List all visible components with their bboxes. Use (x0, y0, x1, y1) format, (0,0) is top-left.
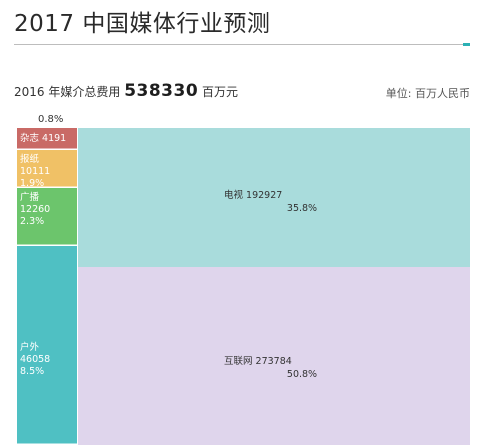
main-label-pct-0: 35.8% (287, 203, 317, 214)
seg-label-2: 广播 12260 2.3% (20, 191, 50, 227)
summary-suffix: 百万元 (202, 85, 239, 99)
segment-广播 (17, 188, 77, 245)
main-label-name-0: 电视 192927 (224, 189, 282, 201)
segment-户外 (17, 246, 77, 444)
unit-label: 单位: 百万人民币 (385, 87, 470, 100)
seg-label-0: 杂志 4191 (20, 132, 66, 144)
summary-prefix: 2016 年媒介总费用 (14, 85, 121, 99)
segment-电视 (78, 128, 470, 267)
total-spend-summary: 2016 年媒介总费用 538330 百万元 (14, 81, 238, 101)
total-spend-value: 538330 (124, 81, 199, 101)
segment-互联网 (78, 267, 470, 445)
segment-杂志 (17, 128, 77, 149)
title-divider (14, 43, 470, 46)
seg-label-1: 报纸 10111 1.9% (20, 153, 50, 189)
magazine-pct-label: 0.8% (38, 114, 64, 125)
main-label-name-1: 互联网 273784 (224, 356, 292, 367)
seg-label-3: 户外 46058 8.5% (20, 341, 50, 377)
segment-报纸 (17, 150, 77, 187)
page-title: 2017 中国媒体行业预测 (14, 11, 271, 37)
main-label-pct-1: 50.8% (287, 369, 317, 380)
